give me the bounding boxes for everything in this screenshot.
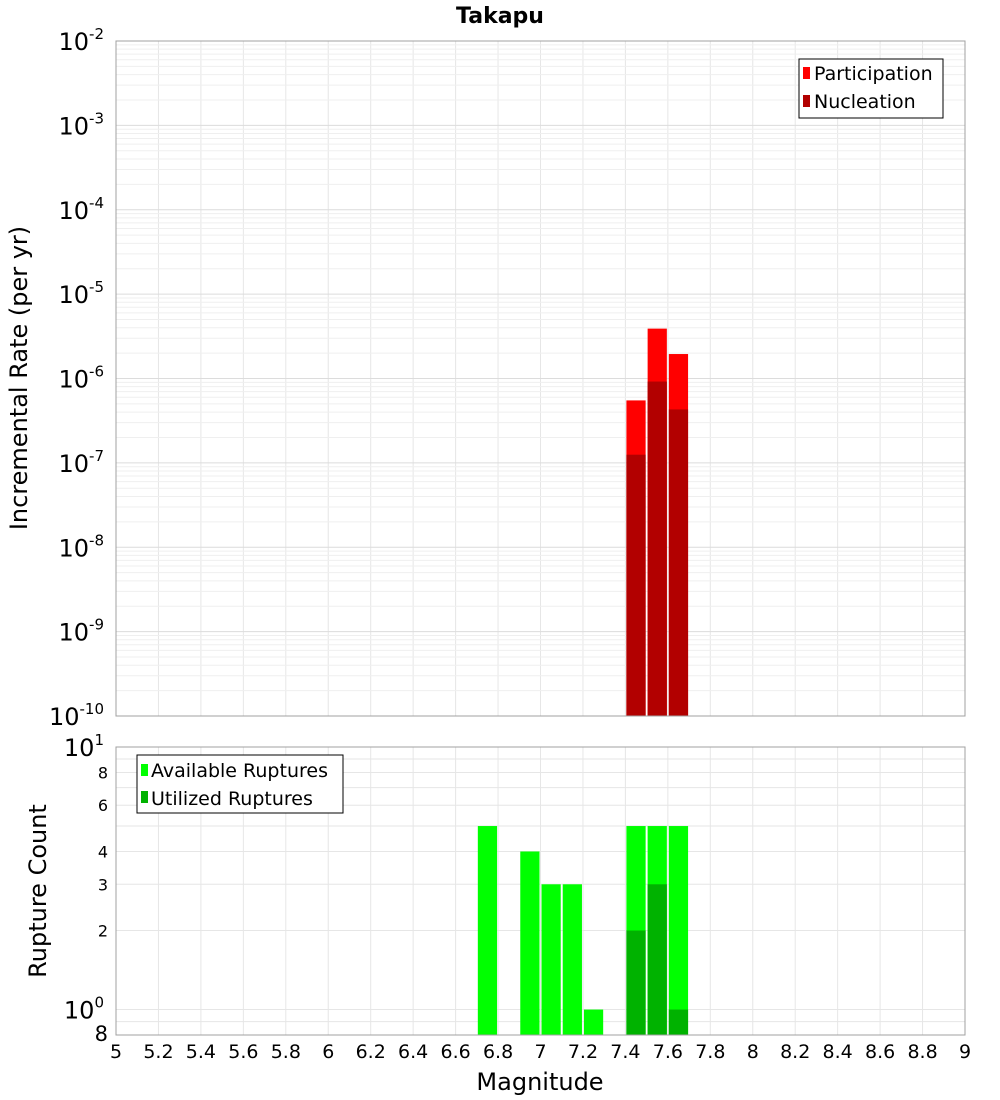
bottom-bar-available-ruptures (477, 826, 498, 1035)
bottom-y-minor-tick-label: 8 (95, 1022, 108, 1046)
bottom-bars (477, 826, 689, 1035)
x-tick-label: 5.8 (271, 1041, 301, 1063)
bottom-y-minor-tick-label: 2 (98, 922, 108, 941)
legend-label-available: Available Ruptures (151, 760, 328, 782)
x-tick-label: 8.2 (780, 1041, 810, 1063)
chart-title: Takapu (456, 4, 544, 29)
x-tick-label: 7.4 (610, 1041, 640, 1063)
x-tick-label: 6 (322, 1041, 334, 1063)
bottom-legend: Available Ruptures Utilized Ruptures (136, 754, 344, 814)
x-tick-label: 5.2 (143, 1041, 173, 1063)
legend-label-utilized: Utilized Ruptures (151, 788, 313, 810)
bottom-y-tick-label: 101 (64, 731, 104, 762)
x-tick-label: 7 (534, 1041, 546, 1063)
top-plot-frame (115, 40, 966, 717)
x-tick-label: 9 (959, 1041, 971, 1063)
legend-label-participation: Participation (814, 63, 933, 85)
top-y-tick-label: 10-3 (58, 109, 104, 140)
x-tick-label: 5.4 (186, 1041, 216, 1063)
bottom-y-axis-label: Rupture Count (24, 804, 52, 978)
top-bars (626, 328, 689, 716)
top-y-tick-label: 10-9 (58, 616, 104, 647)
top-y-tick-label: 10-10 (49, 700, 104, 731)
bottom-bar-utilized-ruptures (647, 884, 667, 1035)
top-y-tick-labels: 10-2 10-3 10-4 10-5 10-6 10-7 10-8 10-9 10-10 (49, 25, 104, 731)
bottom-plot-frame (115, 746, 966, 1036)
bottom-y-minor-tick-label: 3 (98, 875, 108, 894)
top-y-axis-label: Incremental Rate (per yr) (5, 226, 33, 530)
legend-swatch-participation (803, 67, 810, 79)
legend-swatch-available (141, 764, 148, 776)
bottom-bar-available-ruptures (520, 851, 540, 1035)
bottom-bar-utilized-ruptures (626, 930, 646, 1035)
top-y-tick-label: 10-5 (58, 278, 104, 309)
bottom-bar-available-ruptures (541, 884, 561, 1035)
bottom-bar-available-ruptures (562, 884, 582, 1035)
x-tick-label: 7.6 (653, 1041, 683, 1063)
bottom-legend-box (136, 754, 344, 814)
bottom-bar-available-ruptures (583, 1009, 604, 1035)
bottom-y-minor-tick-label: 4 (98, 842, 108, 861)
x-tick-label: 8.4 (823, 1041, 853, 1063)
top-y-tick-label: 10-7 (58, 447, 104, 478)
top-y-tick-label: 10-8 (58, 531, 104, 562)
top-legend-box (798, 58, 944, 119)
x-tick-label: 6.6 (440, 1041, 470, 1063)
bottom-bar-available-ruptures (668, 826, 689, 1035)
bottom-y-minor-tick-label: 8 (98, 763, 108, 782)
x-tick-label: 7.8 (695, 1041, 725, 1063)
x-tick-label: 8.8 (907, 1041, 937, 1063)
x-tick-label: 6.8 (483, 1041, 513, 1063)
x-tick-label: 6.4 (398, 1041, 428, 1063)
x-tick-label: 6.2 (356, 1041, 386, 1063)
x-tick-label: 8.6 (865, 1041, 895, 1063)
legend-swatch-nucleation (803, 95, 810, 107)
top-bar-nucleation (647, 381, 667, 716)
bottom-bar-utilized-ruptures (668, 1009, 689, 1035)
top-y-tick-label: 10-2 (58, 25, 104, 56)
top-legend: Participation Nucleation (798, 58, 944, 119)
x-tick-label: 5 (110, 1041, 122, 1063)
top-y-tick-label: 10-4 (58, 194, 104, 225)
bottom-y-minor-tick-label: 6 (98, 796, 108, 815)
top-gridlines (115, 41, 966, 717)
legend-label-nucleation: Nucleation (814, 91, 916, 113)
legend-swatch-utilized (141, 791, 148, 803)
x-tick-label: 5.6 (228, 1041, 258, 1063)
x-tick-label: 7.2 (568, 1041, 598, 1063)
x-tick-labels: 5 5.2 5.4 5.6 5.8 6 6.2 6.4 6.6 6.8 7 7.2 7.4 7.6 7.8 8… (110, 1041, 971, 1063)
top-y-tick-label: 10-6 (58, 363, 104, 394)
top-bar-nucleation (626, 454, 646, 716)
x-tick-label: 8 (747, 1041, 759, 1063)
x-axis-label: Magnitude (476, 1068, 603, 1096)
top-bar-nucleation (668, 409, 689, 716)
bottom-y-tick-label: 100 (64, 994, 104, 1025)
